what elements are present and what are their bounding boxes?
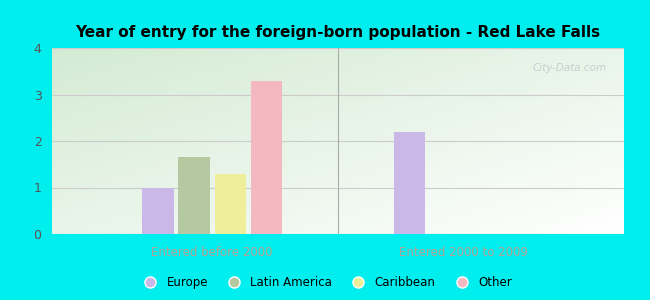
Bar <box>251 80 282 234</box>
Text: Entered before 2000: Entered before 2000 <box>151 246 273 259</box>
Bar <box>178 157 210 234</box>
Bar <box>142 188 174 234</box>
Title: Year of entry for the foreign-born population - Red Lake Falls: Year of entry for the foreign-born popul… <box>75 25 601 40</box>
Bar <box>394 132 425 234</box>
Text: Entered 2000 to 2009: Entered 2000 to 2009 <box>399 246 528 259</box>
Bar <box>214 173 246 234</box>
Legend: Europe, Latin America, Caribbean, Other: Europe, Latin America, Caribbean, Other <box>133 272 517 294</box>
Text: City-Data.com: City-Data.com <box>533 63 607 73</box>
